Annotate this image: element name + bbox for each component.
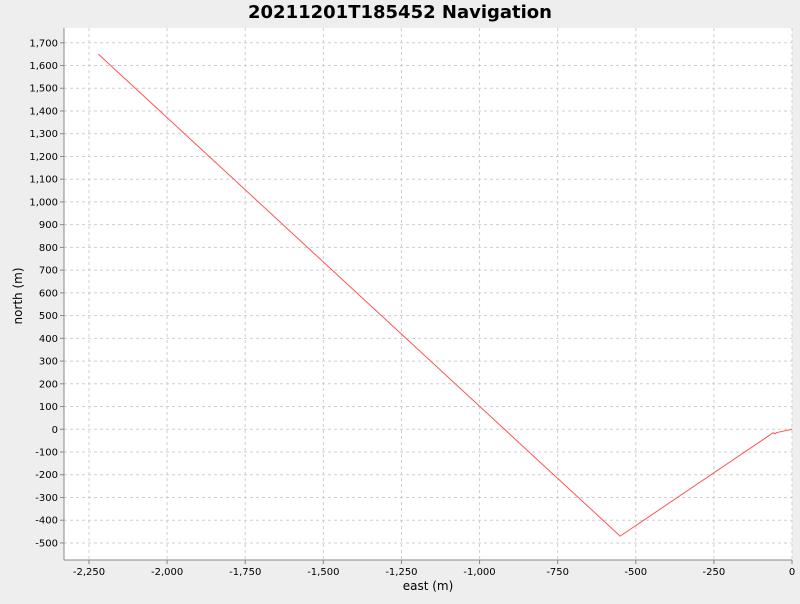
y-tick-label: -100 bbox=[35, 448, 58, 459]
y-tick-label: -400 bbox=[35, 516, 58, 527]
axes bbox=[63, 28, 792, 561]
y-tick-label: 1,300 bbox=[29, 129, 58, 140]
x-tick-label: 0 bbox=[789, 567, 795, 578]
y-tick-label: 1,200 bbox=[29, 152, 58, 163]
series-layer bbox=[98, 53, 793, 537]
y-tick-label: 300 bbox=[39, 357, 58, 368]
x-tick-label: -1,000 bbox=[463, 567, 495, 578]
x-tick-label: -750 bbox=[546, 567, 569, 578]
x-tick-label: -2,250 bbox=[73, 567, 105, 578]
y-tick-label: -300 bbox=[35, 493, 58, 504]
y-tick-label: -200 bbox=[35, 470, 58, 481]
y-tick-label: 700 bbox=[39, 266, 58, 277]
chart-title: 20211201T185452 Navigation bbox=[248, 2, 552, 23]
y-tick-label: 0 bbox=[52, 425, 58, 436]
x-axis-label: east (m) bbox=[403, 579, 454, 593]
x-tick-label: -500 bbox=[624, 567, 647, 578]
y-tick-label: 400 bbox=[39, 334, 58, 345]
x-tick-label: -1,750 bbox=[229, 567, 261, 578]
x-tick-label: -1,500 bbox=[307, 567, 339, 578]
y-axis-label: north (m) bbox=[11, 267, 25, 324]
y-tick-label: 600 bbox=[39, 288, 58, 299]
y-tick-label: 900 bbox=[39, 220, 58, 231]
y-tick-label: 100 bbox=[39, 402, 58, 413]
y-tick-label: 1,000 bbox=[29, 197, 58, 208]
y-tick-label: 500 bbox=[39, 311, 58, 322]
x-tick-label: -2,000 bbox=[151, 567, 183, 578]
y-tick-label: 800 bbox=[39, 243, 58, 254]
track-line bbox=[98, 53, 793, 537]
x-tick-label: -1,250 bbox=[385, 567, 417, 578]
y-tick-label: 200 bbox=[39, 379, 58, 390]
plot-area bbox=[64, 28, 792, 560]
x-tick-label: -250 bbox=[703, 567, 726, 578]
y-tick-label: -500 bbox=[35, 538, 58, 549]
y-tick-label: 1,500 bbox=[29, 84, 58, 95]
y-tick-label: 1,100 bbox=[29, 175, 58, 186]
y-tick-label: 1,700 bbox=[29, 38, 58, 49]
ticks: 1,700 1,600 1,500 1,400 1,300 1,200 1,100 1,000… bbox=[29, 38, 795, 578]
y-tick-label: 1,400 bbox=[29, 106, 58, 117]
grid bbox=[64, 28, 793, 560]
y-tick-label: 1,600 bbox=[29, 61, 58, 72]
